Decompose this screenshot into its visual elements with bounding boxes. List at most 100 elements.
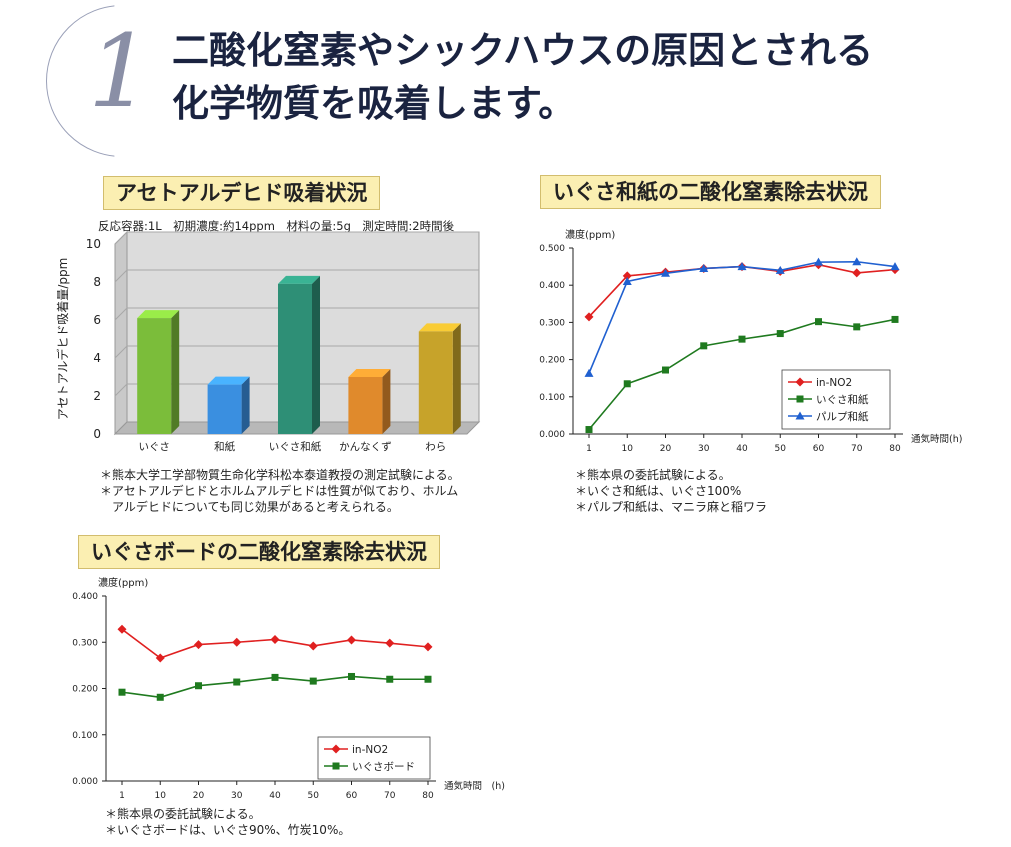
x-tick-label: かんなくず — [339, 441, 392, 453]
data-point — [385, 638, 395, 648]
x-tick-label: 50 — [775, 444, 787, 454]
x-tick-label: 80 — [422, 791, 434, 801]
x-tick-label: 40 — [736, 444, 748, 454]
bar-side — [171, 310, 180, 434]
data-point — [194, 640, 203, 650]
data-point — [700, 342, 708, 350]
y-axis-label: 濃度(ppm) — [565, 228, 615, 241]
bar — [418, 331, 453, 434]
data-point — [662, 366, 669, 374]
y-tick-label: 2 — [93, 389, 101, 403]
bar-side — [452, 323, 461, 434]
y-tick-label: 0.100 — [539, 393, 565, 403]
note-line: ＊熊本大学工学部物質生命化学科松本泰道教授の測定試験による。 — [100, 468, 460, 482]
data-point — [386, 675, 394, 683]
legend-label: in-NO2 — [352, 744, 388, 756]
note-line: ＊アセトアルデヒドとホルムアルデヒドは性質が似ており、ホルム — [100, 484, 459, 498]
legend-box — [317, 736, 431, 780]
data-point — [814, 257, 823, 266]
headline: 二酸化窒素やシックハウスの原因とされる 化学物質を吸着します。 — [172, 24, 873, 130]
x-tick-label: 20 — [660, 444, 672, 454]
headline-number: 1 — [88, 13, 152, 130]
data-point — [737, 262, 747, 271]
data-point — [424, 675, 432, 683]
note-line: アルデヒドについても同じ効果があると考えられる。 — [100, 500, 399, 514]
series-line — [588, 263, 896, 318]
gridline — [114, 345, 479, 359]
y-tick-label: 0.400 — [72, 592, 98, 602]
data-point — [348, 672, 355, 680]
legend-marker — [795, 411, 805, 420]
y-tick-label: 0.000 — [539, 430, 565, 440]
x-axis-label: 通気時間 (h) — [444, 780, 505, 792]
data-point — [661, 268, 670, 277]
data-point — [738, 335, 746, 343]
legend-marker — [795, 377, 805, 387]
y-tick-label: 0.200 — [72, 685, 98, 695]
legend-label: パルプ和紙 — [816, 410, 869, 423]
y-tick-label: 4 — [93, 351, 101, 365]
y-tick-label: 0.300 — [539, 318, 565, 328]
legend-marker — [796, 395, 804, 403]
x-tick-label: 60 — [346, 791, 358, 801]
series-line — [588, 260, 896, 374]
y-axis-label: アセトアルデヒド吸着量/ppm — [55, 258, 70, 421]
bar — [278, 283, 312, 434]
data-point — [347, 635, 356, 645]
bar-side — [241, 376, 250, 434]
data-point — [270, 634, 280, 644]
bar-top — [348, 369, 391, 377]
data-point — [584, 312, 594, 322]
y-tick-label: 8 — [93, 275, 101, 289]
data-point — [776, 330, 784, 338]
y-tick-label: 0 — [93, 427, 101, 441]
data-point — [622, 276, 632, 285]
acetaldehyde-title: アセトアルデヒド吸着状況 — [103, 176, 381, 210]
y-tick-label: 0.100 — [72, 731, 98, 741]
headline-line-1: 二酸化窒素やシックハウスの原因とされる — [172, 29, 874, 72]
data-point — [891, 315, 899, 323]
legend-label: いぐさ和紙 — [816, 393, 869, 406]
y-tick-label: 6 — [93, 313, 101, 327]
data-point — [271, 673, 279, 681]
data-point — [890, 262, 900, 271]
x-tick-label: 1 — [119, 791, 125, 801]
data-point — [852, 257, 862, 266]
headline-line-2: 化学物質を吸着します。 — [172, 82, 576, 125]
x-tick-label: 70 — [384, 791, 396, 801]
washi-notes: ＊熊本県の委託試験による。 ＊いぐさ和紙は、いぐさ100% ＊パルプ和紙は、マニ… — [575, 467, 767, 515]
note-line: ＊パルプ和紙は、マニラ麻と稲ワラ — [575, 500, 768, 514]
note-line: ＊熊本県の委託試験による。 — [575, 468, 731, 482]
bar-top — [278, 275, 320, 284]
data-point — [233, 678, 241, 686]
x-tick-label: 20 — [193, 791, 205, 801]
x-tick-label: 和紙 — [214, 440, 235, 453]
y-tick-label: 0.000 — [72, 777, 98, 787]
acetaldehyde-meta: 反応容器:1L 初期濃度:約14ppm 材料の量:5g 測定時間:2時間後 — [98, 219, 455, 233]
bar-top — [137, 310, 180, 319]
legend-label: in-NO2 — [816, 377, 852, 389]
y-tick-label: 10 — [86, 237, 101, 251]
gridline — [114, 307, 479, 321]
data-point — [308, 641, 318, 651]
washi-title: いぐさ和紙の二酸化窒素除去状況 — [540, 175, 881, 209]
gridline — [114, 269, 479, 283]
board-notes: ＊熊本県の委託試験による。 ＊いぐさボードは、いぐさ90%、竹炭10%。 — [105, 806, 350, 838]
legend-marker — [332, 762, 340, 770]
note-line: ＊いぐさ和紙は、いぐさ100% — [575, 484, 742, 498]
x-tick-label: 10 — [622, 444, 634, 454]
bar — [207, 384, 242, 434]
note-line: ＊熊本県の委託試験による。 — [105, 807, 261, 821]
y-axis-label: 濃度(ppm) — [98, 576, 148, 589]
bar-top — [207, 376, 250, 385]
acetaldehyde-notes: ＊熊本大学工学部物質生命化学科松本泰道教授の測定試験による。 ＊アセトアルデヒド… — [100, 467, 460, 515]
data-point — [622, 271, 632, 281]
y-tick-label: 0.200 — [539, 356, 565, 366]
bar — [137, 318, 172, 434]
data-point — [117, 624, 127, 634]
data-point — [155, 653, 165, 663]
data-point — [853, 323, 861, 331]
data-point — [156, 693, 164, 701]
x-tick-label: 40 — [269, 791, 281, 801]
